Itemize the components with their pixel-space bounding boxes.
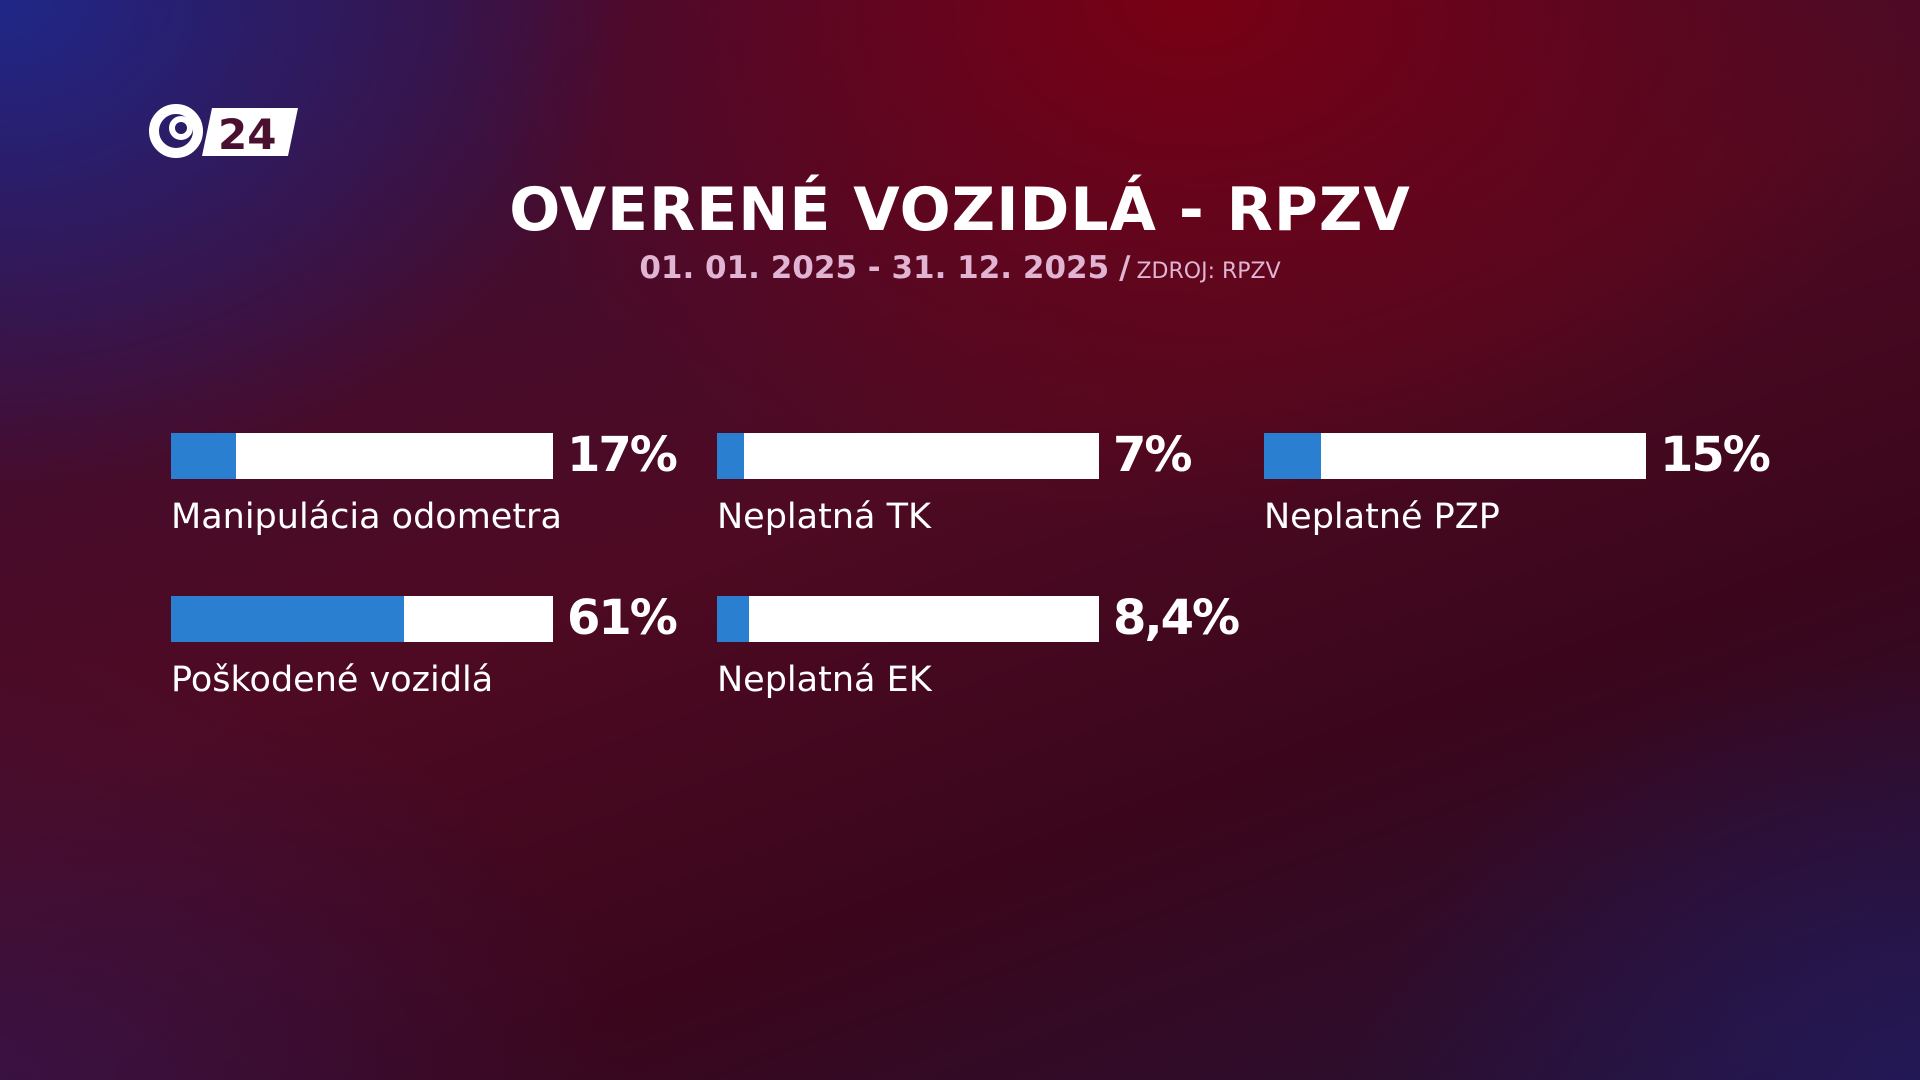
- bar-track: [717, 433, 1099, 479]
- bar-fill: [717, 596, 749, 642]
- bar-fill: [717, 433, 744, 479]
- bar-track: [717, 596, 1099, 642]
- chart-subtitle: 01. 01. 2025 - 31. 12. 2025/ZDROJ: RPZV: [0, 250, 1920, 286]
- bar-item: 15% Neplatné PZP: [1264, 427, 1824, 583]
- bar-track: [1264, 433, 1646, 479]
- bar-fill: [1264, 433, 1321, 479]
- bar-item: 7% Neplatná TK: [717, 427, 1277, 583]
- channel-logo: 24: [148, 100, 298, 162]
- date-range: 01. 01. 2025 - 31. 12. 2025: [639, 250, 1110, 286]
- value-label: 8,4%: [1113, 590, 1240, 646]
- chart-title: OVERENÉ VOZIDLÁ - RPZV: [509, 175, 1411, 245]
- value-label: 61%: [567, 590, 678, 646]
- data-source: ZDROJ: RPZV: [1136, 259, 1281, 284]
- logo-text: 24: [218, 110, 276, 159]
- bar-fill: [171, 596, 404, 642]
- bar-fill: [171, 433, 236, 479]
- category-label: Neplatná TK: [717, 497, 931, 537]
- bar-item: 17% Manipulácia odometra: [171, 427, 731, 583]
- bar-track: [171, 596, 553, 642]
- value-label: 15%: [1660, 427, 1771, 483]
- bar-item: 61% Poškodené vozidlá: [171, 590, 731, 746]
- subtitle-separator: /: [1119, 250, 1131, 286]
- category-label: Neplatná EK: [717, 660, 932, 700]
- logo-swirl-icon: 24: [149, 104, 298, 159]
- bar-track: [171, 433, 553, 479]
- bar-item: 8,4% Neplatná EK: [717, 590, 1277, 746]
- value-label: 7%: [1113, 427, 1192, 483]
- value-label: 17%: [567, 427, 678, 483]
- category-label: Poškodené vozidlá: [171, 660, 494, 700]
- category-label: Neplatné PZP: [1264, 497, 1500, 537]
- category-label: Manipulácia odometra: [171, 497, 562, 537]
